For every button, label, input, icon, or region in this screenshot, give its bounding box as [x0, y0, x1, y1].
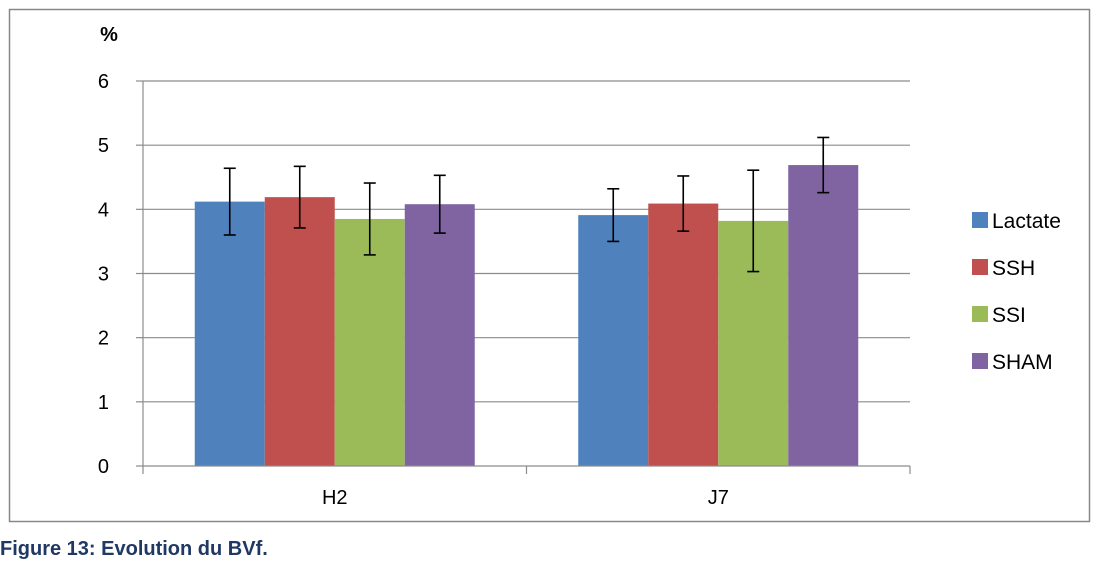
bar-lactate-h2 — [194, 201, 265, 466]
legend-label-lactate: Lactate — [992, 210, 1061, 233]
legend-swatch-ssi — [972, 306, 988, 322]
y-tick-label: 2 — [98, 328, 109, 350]
legend: Lactate SSH SSI SHAM — [972, 210, 1061, 374]
legend-label-ssh: SSH — [992, 257, 1035, 280]
bar-lactate-j7 — [578, 215, 649, 466]
legend-swatch-lactate — [972, 212, 988, 228]
axes: 0 1 2 3 4 5 6% H2 J7 — [98, 24, 911, 509]
legend-label-ssi: SSI — [992, 304, 1026, 327]
chart-border — [8, 8, 1091, 523]
y-tick-label: 4 — [98, 199, 109, 221]
bars — [194, 165, 859, 466]
y-tick-label: 6 — [98, 71, 109, 93]
bar-ssh-j7 — [648, 203, 719, 466]
bar-ssh-h2 — [264, 197, 335, 466]
y-tick-label: 5 — [98, 135, 109, 157]
y-tick-label: 0 — [98, 456, 109, 478]
x-tick-label: H2 — [322, 487, 348, 509]
bar-ssi-h2 — [334, 218, 405, 466]
figure-caption: Figure 13: Evolution du BVf. — [0, 538, 268, 560]
bar-sham-h2 — [404, 204, 475, 466]
y-axis-label: % — [100, 24, 118, 46]
error-bars — [223, 136, 830, 273]
x-tick-label: J7 — [708, 487, 729, 509]
bar-sham-j7 — [788, 165, 859, 466]
legend-swatch-sham — [972, 353, 988, 369]
y-tick-label: 3 — [98, 264, 109, 286]
legend-label-sham: SHAM — [992, 351, 1053, 374]
legend-swatch-ssh — [972, 259, 988, 275]
y-tick-label: 1 — [98, 392, 109, 414]
